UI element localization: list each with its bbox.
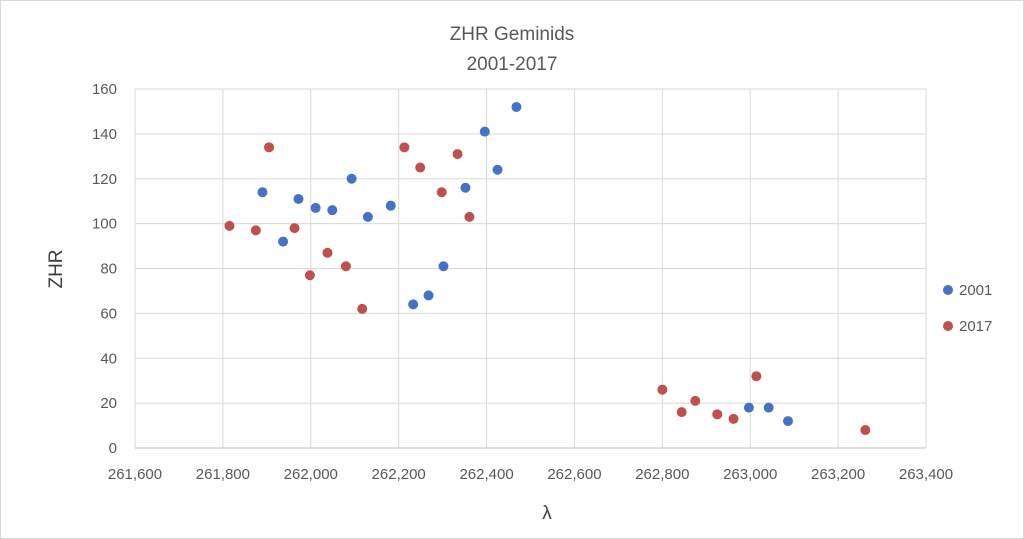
data-point-2001 <box>310 202 321 213</box>
data-point-2001 <box>438 261 449 272</box>
y-tick-label: 0 <box>109 440 117 457</box>
x-tick-label: 262,000 <box>284 466 338 483</box>
data-point-2017 <box>452 149 463 160</box>
data-point-2017 <box>690 395 701 406</box>
data-point-2001 <box>346 173 357 184</box>
data-point-2017 <box>728 413 739 424</box>
y-axis-title: ZHR <box>46 249 67 288</box>
x-tick-label: 262,800 <box>635 466 689 483</box>
data-point-2001 <box>408 299 419 310</box>
data-point-2017 <box>357 303 368 314</box>
data-point-2001 <box>278 236 289 247</box>
data-point-2017 <box>860 425 871 436</box>
data-point-2017 <box>751 371 762 382</box>
data-point-2001 <box>783 416 794 427</box>
x-tick-label: 262,600 <box>547 466 601 483</box>
data-point-2017 <box>340 261 351 272</box>
x-tick-label: 263,400 <box>899 466 953 483</box>
data-point-2001 <box>385 200 396 211</box>
chart-title-line-1: ZHR Geminids <box>450 24 575 45</box>
data-point-2017 <box>322 247 333 258</box>
data-point-2001 <box>511 101 522 112</box>
data-points <box>224 101 871 436</box>
x-axis-title: λ <box>542 503 552 524</box>
data-point-2017 <box>264 142 275 153</box>
x-tick-label: 262,400 <box>459 466 513 483</box>
x-tick-label: 262,200 <box>372 466 426 483</box>
legend-label-2001: 2001 <box>959 282 992 299</box>
data-point-2017 <box>399 142 410 153</box>
data-point-2017 <box>415 162 426 173</box>
y-tick-label: 40 <box>100 350 117 367</box>
data-point-2017 <box>250 225 261 236</box>
x-tick-label: 261,600 <box>108 466 162 483</box>
data-point-2001 <box>492 164 503 175</box>
y-tick-label: 60 <box>100 305 117 322</box>
legend-label-2017: 2017 <box>959 318 992 335</box>
x-tick-labels: 261,600 261,800 262,000 262,200 262,400 262,6… <box>108 466 953 483</box>
x-tick-label: 263,200 <box>811 466 865 483</box>
x-tick-label: 263,000 <box>723 466 777 483</box>
chart-title-line-2: 2001-2017 <box>467 54 558 75</box>
data-point-2001 <box>362 211 373 222</box>
data-point-2001 <box>257 187 268 198</box>
x-tick-label: 261,800 <box>196 466 250 483</box>
data-point-2001 <box>763 402 774 413</box>
data-point-2017 <box>436 187 447 198</box>
y-tick-label: 160 <box>92 81 117 98</box>
y-tick-label: 120 <box>92 171 117 188</box>
data-point-2001 <box>423 290 434 301</box>
legend-marker-2001 <box>943 285 953 295</box>
data-point-2017 <box>676 407 687 418</box>
y-tick-label: 140 <box>92 126 117 143</box>
data-point-2017 <box>712 409 723 420</box>
data-point-2017 <box>224 220 235 231</box>
data-point-2001 <box>479 126 490 137</box>
data-point-2017 <box>289 223 300 234</box>
data-point-2001 <box>293 193 304 204</box>
y-tick-label: 100 <box>92 216 117 233</box>
legend-marker-2017 <box>943 321 953 331</box>
y-tick-label: 20 <box>100 395 117 412</box>
data-point-2017 <box>657 384 668 395</box>
y-tick-label: 80 <box>100 261 117 278</box>
data-point-2017 <box>464 211 475 222</box>
y-tick-labels: 0 20 40 60 80 100 120 140 160 <box>92 81 117 457</box>
legend: 2001 2017 <box>943 282 992 335</box>
data-point-2017 <box>304 270 315 281</box>
data-point-2001 <box>327 205 338 216</box>
data-point-2001 <box>460 182 471 193</box>
data-point-2001 <box>743 402 754 413</box>
gridlines <box>134 88 927 449</box>
